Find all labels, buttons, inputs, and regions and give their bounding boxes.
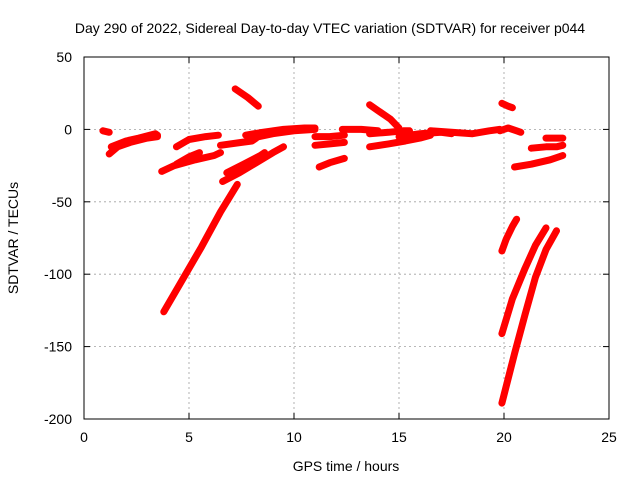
data-segment (366, 101, 403, 132)
data-segment (311, 131, 348, 141)
y-tick-label: 0 (64, 121, 72, 137)
data-segment (366, 131, 434, 151)
data-segment (498, 224, 550, 338)
data-segment (99, 127, 113, 136)
y-axis-label: SDTVAR / TECUs (5, 182, 21, 294)
y-tick-label: -150 (44, 339, 72, 355)
data-segment (427, 125, 504, 138)
grid-lines (84, 57, 609, 419)
data-segment (527, 141, 567, 152)
y-tick-label: 50 (56, 49, 72, 65)
data-segment (511, 152, 567, 171)
axis-ticks (83, 56, 610, 420)
data-series-sdtvar (99, 85, 567, 407)
data-segment (366, 127, 413, 138)
x-tick-label: 10 (286, 429, 302, 445)
data-segment (248, 125, 319, 142)
x-tick-label: 5 (185, 429, 193, 445)
data-segment (231, 85, 262, 110)
plot-frame (83, 56, 610, 420)
data-segment (315, 154, 348, 171)
y-tick-labels: -200 -150 -100 -50 0 50 (44, 49, 72, 427)
data-segment (219, 143, 287, 185)
data-segment (172, 149, 203, 168)
data-segment (160, 180, 241, 316)
data-segment (158, 149, 224, 175)
data-segment (107, 130, 161, 151)
x-tick-label: 0 (80, 429, 88, 445)
data-segment (223, 149, 269, 177)
y-tick-label: -100 (44, 266, 72, 282)
x-tick-label: 20 (496, 429, 512, 445)
data-segment (498, 99, 516, 112)
y-tick-label: -200 (44, 411, 72, 427)
data-segment (498, 227, 560, 407)
data-segment (496, 124, 525, 136)
x-axis-label: GPS time / hours (293, 458, 400, 474)
x-tick-label: 25 (601, 429, 617, 445)
data-segment (172, 131, 222, 151)
x-tick-labels: 0 5 10 15 20 25 (80, 429, 617, 445)
chart-title: Day 290 of 2022, Sidereal Day-to-day VTE… (75, 20, 585, 36)
data-segment (498, 215, 521, 255)
data-segment (311, 138, 348, 149)
x-tick-label: 15 (391, 429, 407, 445)
y-tick-label: -50 (52, 194, 72, 210)
